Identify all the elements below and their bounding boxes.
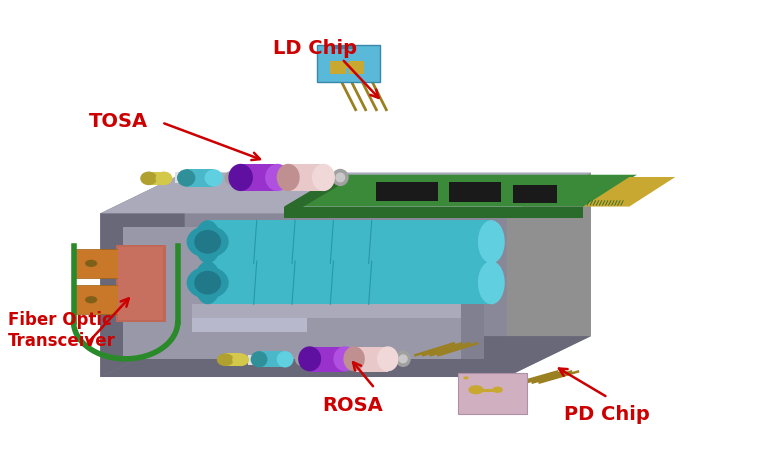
Bar [74,286,127,314]
Bar [330,61,346,75]
Ellipse shape [85,260,98,268]
Ellipse shape [265,164,290,192]
Bar [259,351,285,368]
Ellipse shape [377,347,399,372]
Ellipse shape [332,169,349,187]
Bar [240,164,277,192]
Ellipse shape [399,354,408,364]
Ellipse shape [492,387,503,393]
Ellipse shape [141,172,157,186]
Bar [449,183,502,202]
Polygon shape [101,214,507,377]
Polygon shape [507,173,591,377]
Bar [175,173,184,184]
Polygon shape [207,221,492,264]
Polygon shape [284,175,637,207]
Polygon shape [101,336,591,377]
Bar [310,347,345,372]
Ellipse shape [85,297,98,303]
Polygon shape [584,177,675,207]
Ellipse shape [232,354,249,366]
Ellipse shape [177,170,195,187]
Bar [376,182,438,201]
Polygon shape [101,173,184,377]
Ellipse shape [250,351,267,368]
Polygon shape [192,318,307,332]
Bar [248,355,257,365]
Bar [116,246,166,322]
Ellipse shape [343,347,365,372]
Bar [338,64,357,69]
Ellipse shape [336,173,346,183]
Bar [74,249,127,278]
Bar [317,46,380,83]
Polygon shape [192,304,484,318]
Bar [288,164,323,192]
Polygon shape [101,173,591,214]
Text: PD Chip: PD Chip [564,404,650,423]
Ellipse shape [228,164,253,192]
Ellipse shape [187,226,229,258]
Ellipse shape [187,267,229,299]
Ellipse shape [478,262,505,304]
Ellipse shape [194,271,221,295]
Text: ROSA: ROSA [323,395,383,414]
Ellipse shape [224,171,240,186]
Ellipse shape [463,376,468,379]
Ellipse shape [396,351,411,367]
Ellipse shape [312,164,335,192]
Ellipse shape [333,347,356,372]
Ellipse shape [217,354,233,366]
Bar [118,247,164,320]
Ellipse shape [298,347,321,372]
Bar [335,46,355,50]
Bar [186,170,214,187]
Bar [349,61,364,75]
Polygon shape [207,262,492,304]
Ellipse shape [276,351,293,368]
Text: Fiber Optic
Transceiver: Fiber Optic Transceiver [8,310,116,349]
Bar [513,186,558,204]
Ellipse shape [295,353,309,366]
Ellipse shape [478,221,505,264]
Ellipse shape [194,221,221,264]
Polygon shape [284,175,338,218]
Polygon shape [461,228,484,359]
Text: TOSA: TOSA [89,111,148,131]
Text: LD Chip: LD Chip [273,39,357,58]
Ellipse shape [156,172,172,186]
Ellipse shape [194,230,221,254]
Ellipse shape [204,170,223,187]
Bar [458,374,527,415]
Polygon shape [284,207,584,218]
Bar [354,347,388,372]
Polygon shape [124,228,484,359]
Bar [149,172,164,186]
Ellipse shape [194,262,221,304]
Ellipse shape [468,385,484,394]
Bar [225,354,240,366]
Ellipse shape [276,164,300,192]
